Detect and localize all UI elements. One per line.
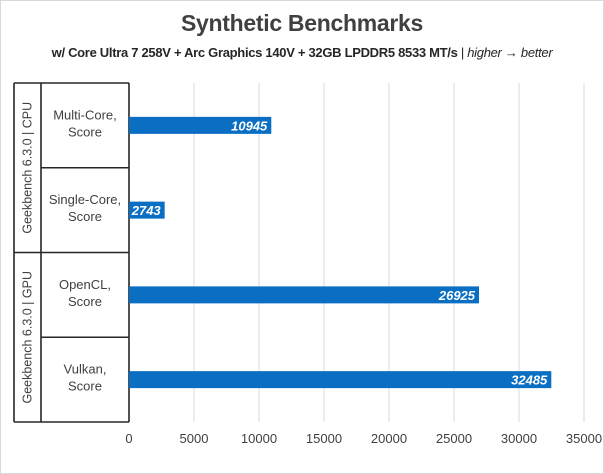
x-tick-label: 0 [125, 431, 132, 446]
x-tick-label: 15000 [306, 431, 342, 446]
data-label: 2743 [131, 203, 162, 218]
x-tick-label: 10000 [241, 431, 277, 446]
data-label: 10945 [231, 118, 268, 133]
subtitle-separator: | [457, 45, 468, 60]
data-label: 32485 [511, 373, 548, 388]
x-tick-label: 35000 [566, 431, 602, 446]
x-tick-label: 20000 [371, 431, 407, 446]
x-tick-label: 5000 [180, 431, 209, 446]
category-label: OpenCL, Score [59, 277, 111, 309]
category-label: Multi-Core, Score [53, 107, 117, 139]
subtitle-specs: w/ Core Ultra 7 258V + Arc Graphics 140V… [51, 45, 458, 60]
bar [129, 116, 272, 134]
x-tick-label: 25000 [436, 431, 472, 446]
x-tick-label: 30000 [501, 431, 537, 446]
bar [129, 371, 552, 389]
category-label: Single-Core, Score [49, 192, 121, 224]
group-label: Geekbench 6.3.0 | CPU [21, 102, 35, 234]
group-label: Geekbench 6.3.0 | GPU [21, 271, 35, 404]
chart-subtitle: w/ Core Ultra 7 258V + Arc Graphics 140V… [40, 44, 564, 61]
data-label: 26925 [438, 288, 476, 303]
chart-title: Synthetic Benchmarks [181, 10, 423, 36]
subtitle-note: higher → better [467, 45, 553, 60]
bar [129, 201, 165, 219]
category-label: Vulkan, Score [64, 362, 107, 394]
bar [129, 286, 480, 304]
